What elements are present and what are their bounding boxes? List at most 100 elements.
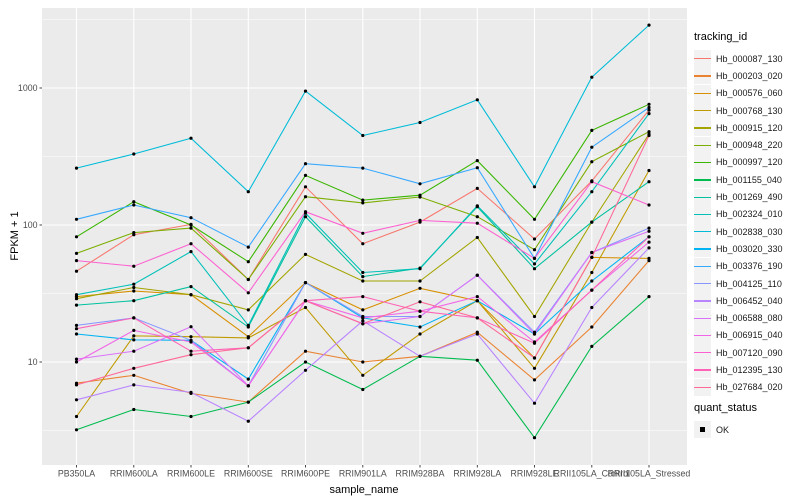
data-point [418, 120, 422, 125]
legend-tracking-id: tracking_id Hb_000087_130 Hb_000203_020 Hb… [694, 31, 783, 396]
legend-key [694, 344, 711, 362]
data-point [475, 166, 479, 170]
data-point [647, 295, 651, 299]
data-point [590, 270, 594, 275]
data-point [246, 346, 250, 350]
data-point [189, 390, 193, 394]
legend-item-Hb_000768_130: Hb_000768_130 [694, 102, 783, 120]
data-point [246, 323, 250, 327]
legend-item-Hb_001269_490: Hb_001269_490 [694, 188, 783, 206]
legend-line-swatch [694, 92, 711, 95]
data-point [418, 314, 422, 319]
data-point [647, 240, 651, 244]
data-point [74, 327, 79, 331]
legend-item-label: Hb_001269_490 [716, 192, 783, 203]
data-point [132, 264, 136, 268]
legend-item-label: Hb_000997_120 [716, 157, 783, 168]
data-point [189, 250, 193, 254]
legend-item-label: OK [716, 424, 730, 435]
data-point [132, 407, 136, 412]
legend-line-swatch [694, 317, 711, 319]
x-tick-label: RRIM600LE [167, 469, 215, 479]
legend-item-Hb_000915_120: Hb_000915_120 [694, 119, 783, 137]
data-point [475, 358, 479, 362]
x-tick-label: RRIM901LA [339, 469, 387, 479]
data-point [418, 182, 422, 186]
legend-item-label: Hb_000915_120 [716, 122, 783, 133]
legend-key [694, 119, 711, 137]
legend-key [694, 223, 711, 241]
data-point [361, 201, 365, 205]
legend-item-label: Hb_003020_330 [716, 243, 783, 254]
data-point [74, 235, 79, 239]
data-point [647, 229, 651, 233]
data-point [74, 428, 79, 432]
data-point [74, 398, 79, 402]
data-point [418, 279, 422, 283]
data-point [647, 23, 651, 27]
legend-item-Hb_002324_010: Hb_002324_010 [694, 205, 783, 223]
data-point [361, 322, 365, 326]
data-point [246, 377, 250, 381]
data-point [74, 293, 79, 297]
data-point [532, 332, 537, 336]
data-point [590, 305, 594, 310]
data-point [647, 226, 651, 230]
legend-key [694, 205, 711, 223]
legend-item-Hb_003020_330: Hb_003020_330 [694, 240, 783, 258]
data-point [361, 316, 365, 320]
data-point [189, 414, 193, 419]
data-point [132, 231, 136, 235]
legend-item-Hb_000948_220: Hb_000948_220 [694, 136, 783, 154]
data-point [475, 221, 479, 225]
legend-line-swatch [694, 386, 711, 389]
legend-key [694, 257, 711, 275]
data-point [246, 400, 250, 404]
data-point [132, 200, 136, 204]
legend-item-Hb_003376_190: Hb_003376_190 [694, 257, 783, 275]
data-point [590, 220, 594, 224]
data-point [189, 349, 193, 353]
data-point [361, 133, 365, 138]
data-point [647, 180, 651, 184]
data-point [647, 108, 651, 112]
legend-line-swatch [694, 110, 711, 112]
data-point [475, 295, 479, 299]
data-point [303, 173, 308, 177]
data-point [361, 295, 365, 299]
data-point [303, 281, 308, 285]
data-point [361, 270, 365, 275]
legend-key [694, 84, 711, 102]
data-point [189, 325, 193, 329]
legend-key [694, 153, 711, 171]
data-point [189, 285, 193, 289]
legend-line-swatch [694, 231, 711, 233]
legend-item-label: Hb_001155_040 [716, 174, 782, 185]
data-point [418, 218, 422, 222]
data-point [132, 203, 136, 207]
data-point [189, 293, 193, 297]
data-point [246, 336, 250, 340]
data-point [418, 267, 422, 271]
data-point [189, 335, 193, 339]
data-point [647, 235, 651, 239]
legend-key [694, 188, 711, 206]
legend-line-swatch [694, 58, 711, 60]
legend-title-tracking-id: tracking_id [694, 31, 748, 43]
x-tick-label: RRIM928BA [396, 469, 445, 479]
data-point [590, 255, 594, 259]
data-point [418, 325, 422, 329]
data-point [647, 203, 651, 207]
data-point [532, 237, 537, 241]
data-point [246, 245, 250, 249]
legend-key [694, 240, 711, 258]
data-point [189, 340, 193, 344]
data-point [361, 308, 365, 312]
x-tick-label: RRIM600LA [110, 469, 158, 479]
legend-item-label: Hb_002838_030 [716, 226, 783, 237]
data-point [475, 332, 479, 336]
data-point [532, 314, 537, 319]
legend-line-swatch [694, 300, 711, 302]
